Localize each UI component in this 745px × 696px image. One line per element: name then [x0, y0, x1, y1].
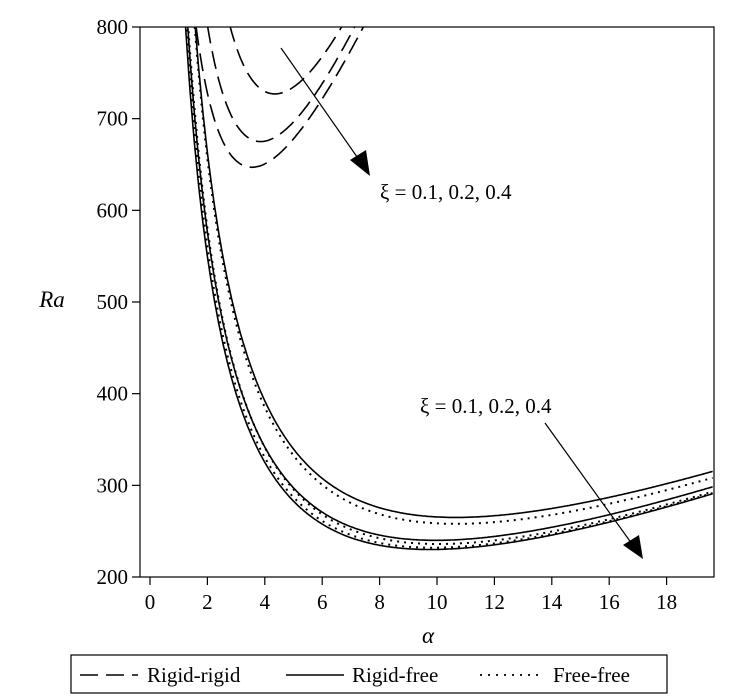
series-line-solid — [187, 27, 713, 542]
x-tick-label: 12 — [484, 590, 505, 614]
x-tick-label: 6 — [317, 590, 328, 614]
y-tick-label: 400 — [97, 382, 129, 406]
plot-frame — [139, 26, 715, 578]
y-tick-label: 300 — [97, 473, 129, 497]
series-line-solid — [184, 27, 713, 551]
x-tick-label: 14 — [541, 590, 563, 614]
y-tick-label: 600 — [97, 198, 129, 222]
y-tick-label: 700 — [97, 107, 129, 131]
axis-ticks: 0 2 4 6 8 10 12 14 16 18 200 300 400 500 600 700 800 — [97, 15, 678, 614]
legend-box — [70, 654, 668, 694]
series-line-solid — [194, 27, 713, 519]
y-tick-label: 200 — [97, 565, 129, 589]
x-tick-label: 4 — [260, 590, 271, 614]
annotation-bottom-arrow — [544, 422, 633, 545]
annotation-top-arrowhead — [350, 150, 370, 176]
legend: Rigid-rigid Rigid-free Free-free — [70, 654, 668, 694]
y-axis-label: Ra — [38, 287, 65, 312]
y-tick-label: 800 — [97, 15, 129, 39]
x-tick-label: 8 — [374, 590, 385, 614]
annotation-top: ξ = 0.1, 0.2, 0.4 — [380, 180, 512, 204]
legend-label-rigid-free: Rigid-free — [352, 663, 438, 687]
series-line-dashed — [229, 27, 343, 95]
series-line-dotted — [193, 27, 713, 525]
x-tick-label: 18 — [656, 590, 677, 614]
series-line-dashed — [195, 27, 365, 169]
legend-label-rigid-rigid: Rigid-rigid — [147, 663, 241, 687]
annotation-top-arrow — [280, 47, 363, 165]
annotation-bottom: ξ = 0.1, 0.2, 0.4 — [420, 394, 552, 418]
x-axis-label: α — [422, 623, 435, 648]
annotation-bottom-arrowhead — [623, 535, 643, 559]
x-tick-label: 0 — [145, 590, 156, 614]
legend-label-free-free: Free-free — [553, 663, 630, 687]
x-tick-label: 2 — [202, 590, 213, 614]
curves — [184, 27, 713, 551]
x-tick-label: 10 — [427, 590, 448, 614]
series-line-dotted — [185, 27, 713, 549]
x-tick-label: 16 — [599, 590, 620, 614]
y-tick-label: 500 — [97, 290, 129, 314]
series-line-dashed — [206, 27, 356, 143]
